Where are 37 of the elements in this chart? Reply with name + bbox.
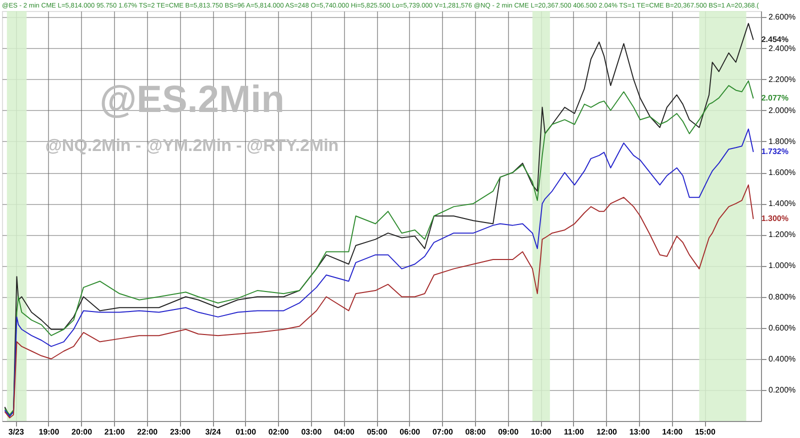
y-tick-label: 0.200% — [768, 385, 796, 394]
y-tick-label: 2.600% — [768, 12, 796, 22]
x-tick-label: 13:00 — [629, 428, 650, 436]
y-tick-label: 2.200% — [768, 74, 796, 84]
x-tick-label: 07:00 — [432, 428, 454, 436]
y-tick-label: 1.200% — [768, 230, 796, 240]
y-tick-label: 2.000% — [768, 106, 796, 115]
x-tick-label: 11:00 — [564, 428, 584, 436]
x-tick-label: 14:00 — [662, 428, 684, 436]
y-tick-label: 0.800% — [768, 292, 796, 302]
x-tick-label: 09:00 — [498, 428, 520, 436]
y-tick-label: 1.000% — [768, 261, 796, 270]
x-tick-label: 03:00 — [301, 428, 322, 436]
x-tick-label: 04:00 — [334, 428, 356, 436]
x-tick-label: 22:00 — [137, 428, 158, 436]
x-tick-label: 21:00 — [104, 428, 126, 436]
x-tick-label: 23:00 — [170, 428, 191, 436]
x-tick-label: 3/24 — [205, 428, 222, 436]
y-tick-label: 0.400% — [768, 354, 796, 364]
x-tick-label: 12:00 — [596, 428, 618, 436]
x-tick-label: 20:00 — [72, 428, 93, 436]
x-tick-label: 08:00 — [465, 428, 486, 436]
x-tick-label: 05:00 — [366, 428, 388, 436]
y-tick-label: 1.600% — [768, 168, 796, 178]
x-tick-label: 02:00 — [268, 428, 290, 436]
y-tick-label: 0.600% — [768, 323, 796, 332]
x-tick-label: 15:00 — [694, 428, 716, 436]
annotation: 1.732% — [761, 147, 788, 156]
x-tick-label: 01:00 — [236, 428, 257, 436]
y-tick-label: 1.800% — [768, 136, 796, 146]
x-tick-label: 10:00 — [530, 428, 552, 436]
y-tick-label: 1.400% — [768, 199, 796, 208]
x-tick-label: 06:00 — [400, 428, 421, 436]
annotation: 2.454% — [761, 34, 788, 44]
x-tick-label: 19:00 — [38, 428, 60, 436]
x-tick-label: 3/23 — [8, 428, 25, 436]
y-tick-label: 2.400% — [768, 44, 796, 53]
